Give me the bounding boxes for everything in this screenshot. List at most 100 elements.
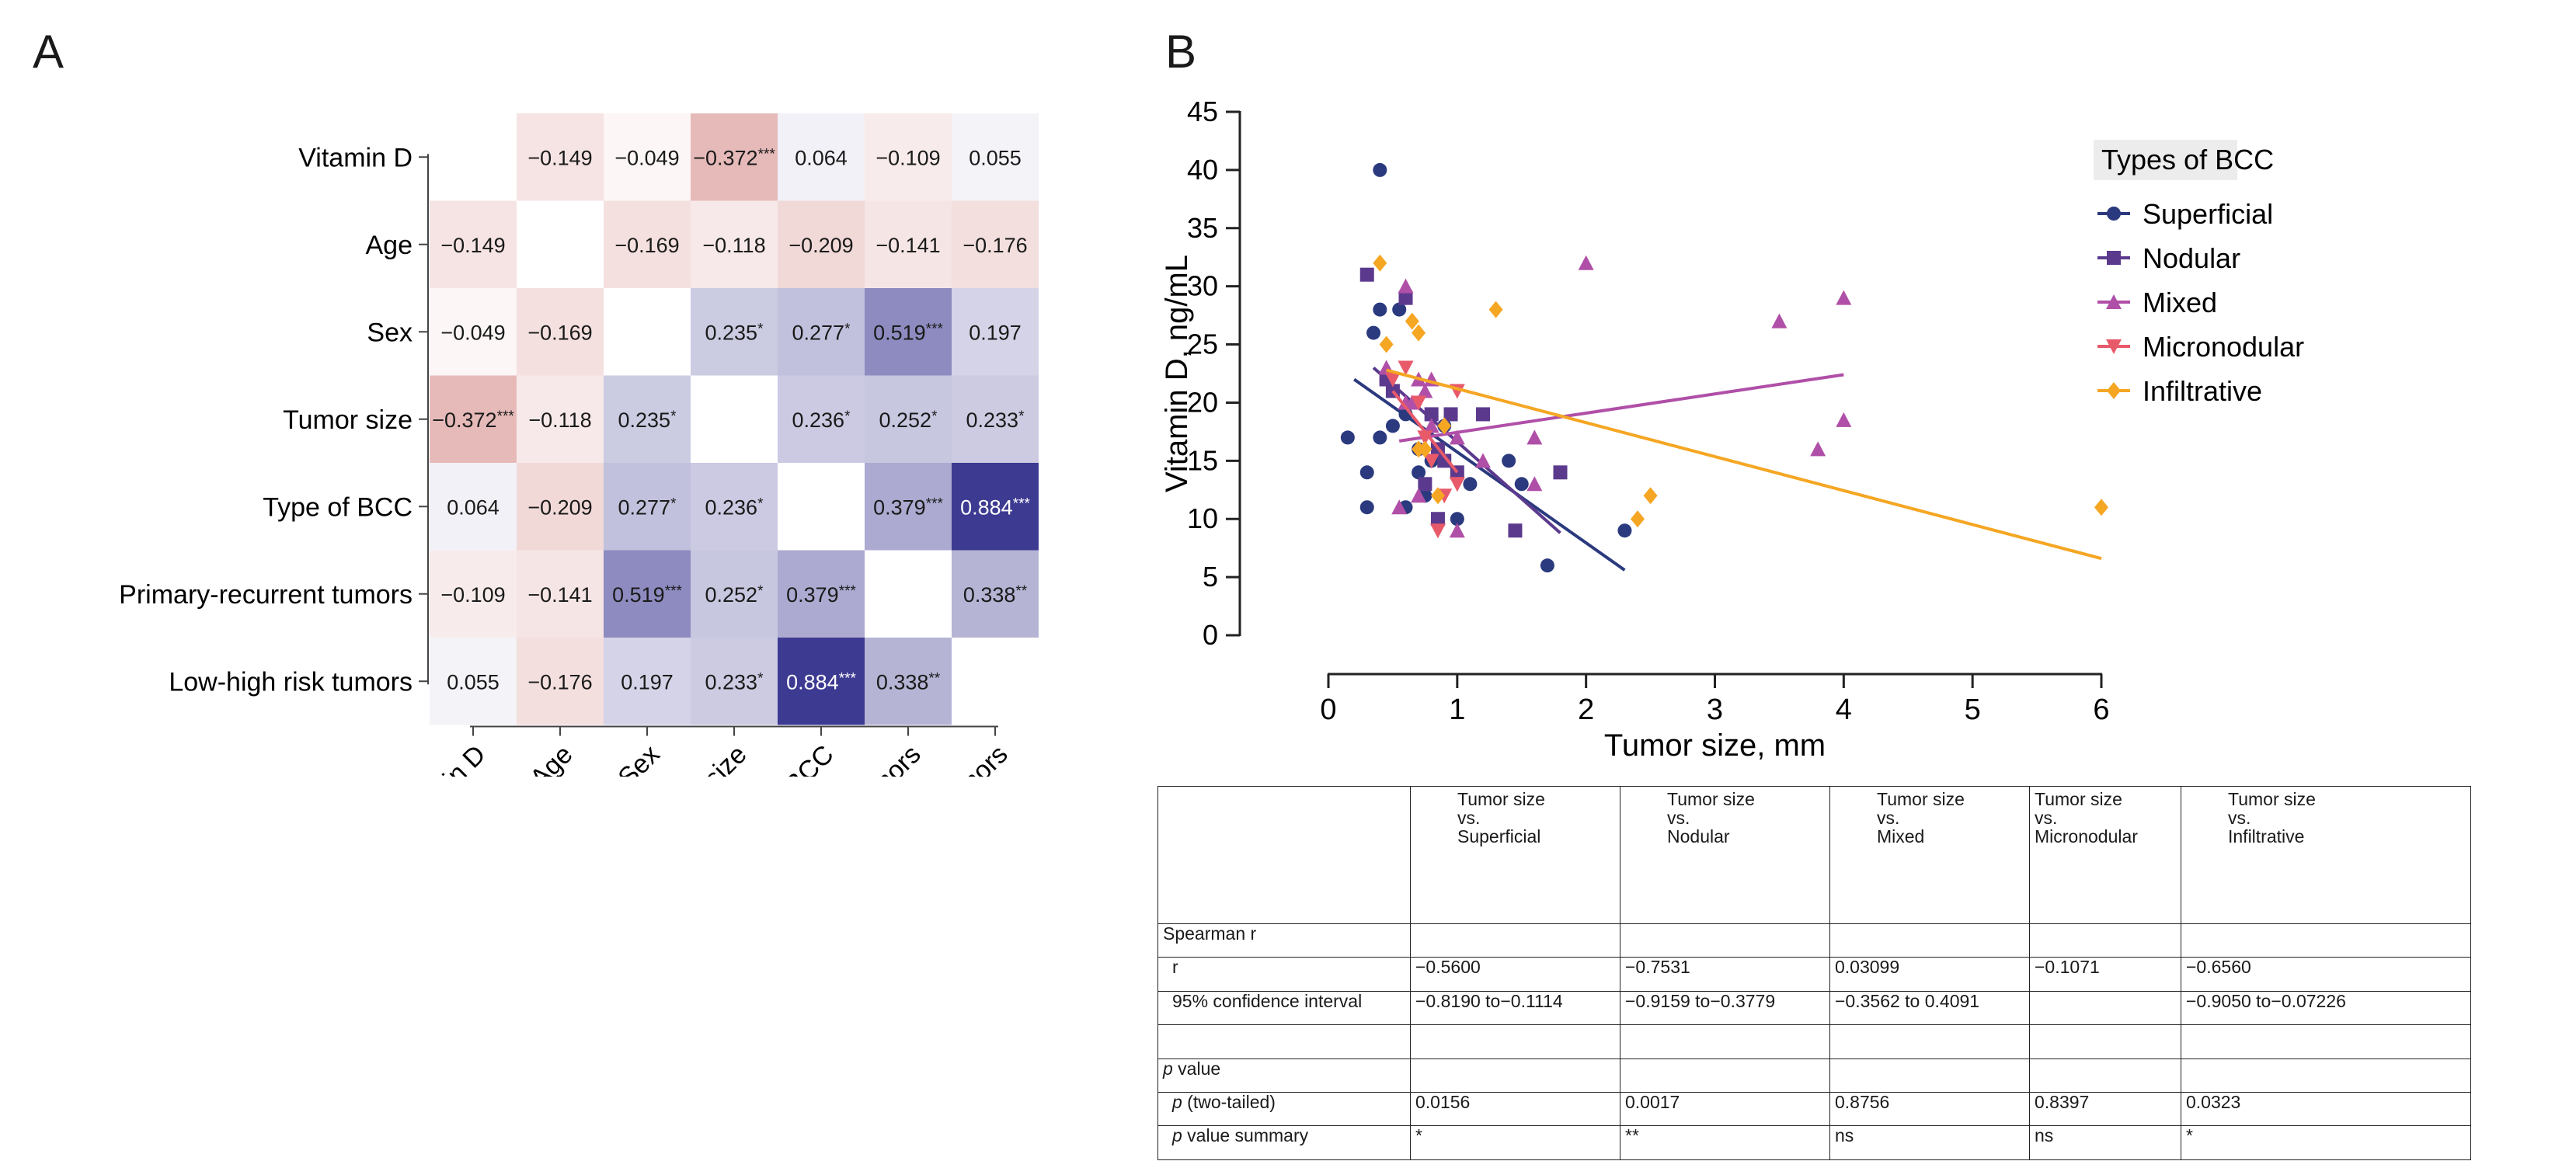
heatmap-cell — [952, 375, 1039, 463]
data-point — [1398, 278, 1414, 294]
heatmap-value-label: 0.197 — [621, 670, 674, 694]
heatmap-value-label: −0.149 — [527, 146, 592, 169]
data-point — [1476, 407, 1490, 422]
table-row-label: p (two-tailed) — [1157, 1092, 1411, 1127]
table-cell — [2181, 1058, 2471, 1093]
data-point — [1475, 453, 1491, 468]
data-point — [1417, 383, 1433, 398]
table-cell — [2029, 1024, 2181, 1059]
scatter-y-tick-label: 20 — [1187, 386, 1218, 418]
table-cell: * — [2181, 1125, 2471, 1160]
table-cell: 0.8756 — [1829, 1092, 2030, 1127]
table-cell — [1620, 1024, 1830, 1059]
data-point — [1810, 441, 1826, 457]
heatmap-value-label: 0.379*** — [873, 495, 943, 519]
data-point — [1412, 324, 1426, 342]
heatmap-cell — [430, 550, 517, 638]
scatter-y-axis-title: Vitamin D, ng/mL — [1160, 255, 1194, 492]
heatmap-row-label: Age — [366, 231, 413, 260]
heatmap-value-label: 0.235* — [705, 321, 764, 344]
heatmap-cell — [691, 288, 778, 376]
heatmap-value-label: 0.379*** — [786, 583, 856, 607]
heatmap-value-label: 0.064 — [795, 146, 848, 169]
table-cell: ns — [2029, 1125, 2181, 1160]
data-point — [1423, 418, 1439, 433]
heatmap-cell — [778, 550, 865, 638]
heatmap-value-label: −0.109 — [440, 583, 505, 607]
legend-marker — [2106, 339, 2122, 354]
scatter-x-tick-label: 3 — [1707, 694, 1723, 726]
heatmap-cell — [865, 638, 952, 725]
scatter-x-tick-label: 4 — [1836, 694, 1852, 726]
table-row-label — [1157, 1024, 1411, 1059]
table-cell: −0.9159 to−0.3779 — [1620, 990, 1830, 1026]
legend-label: Micronodular — [2143, 331, 2304, 363]
data-point — [1443, 407, 1458, 422]
legend-label: Mixed — [2143, 287, 2217, 318]
data-point — [1836, 290, 1852, 305]
heatmap-value-label: −0.169 — [614, 234, 679, 257]
heatmap-cell — [430, 638, 517, 725]
table-header-cell — [1157, 786, 1411, 924]
legend-item-superficial: Superficial — [2097, 198, 2273, 230]
legend-label: Nodular — [2143, 242, 2240, 274]
table-header-cell: Tumor size vs. Mixed — [1829, 786, 2030, 924]
scatter-x-tick-label: 5 — [1965, 694, 1981, 726]
heatmap-value-label: 0.233* — [705, 670, 764, 694]
data-point — [1398, 290, 1413, 305]
table-cell: * — [1410, 1125, 1620, 1160]
table-cell: −0.6560 — [2181, 957, 2471, 992]
correlation-heatmap: −0.149 −0.049 −0.372*** 0.064 −0.109 0.055 −0.… — [119, 113, 1039, 777]
table-row-label: p value — [1157, 1058, 1411, 1093]
data-point — [1502, 454, 1516, 468]
table-cell — [1829, 1058, 2030, 1093]
table-cell — [1829, 1024, 2030, 1059]
heatmap-cell — [952, 113, 1039, 201]
data-point — [1450, 512, 1464, 527]
table-cell: −0.7531 — [1620, 957, 1830, 992]
data-point — [1366, 325, 1381, 340]
heatmap-value-label: 0.055 — [447, 670, 500, 694]
legend-title: Types of BCC — [2101, 144, 2274, 176]
heatmap-value-label: −0.176 — [963, 234, 1027, 257]
panel-label-b: B — [1165, 26, 1197, 78]
scatter-legend: Types of BCC Superficial Nodular Mixed Micro… — [2094, 140, 2304, 407]
data-point — [1430, 487, 1445, 505]
heatmap-row-label: Type of BCC — [263, 492, 413, 522]
heatmap-cell — [604, 200, 691, 288]
heatmap-value-label: 0.884*** — [786, 670, 856, 694]
table-header-cell: Tumor size vs. Nodular — [1620, 786, 1830, 924]
legend-item-mixed: Mixed — [2097, 287, 2217, 318]
heatmap-value-label: −0.049 — [614, 146, 679, 169]
heatmap-value-label: 0.277* — [792, 321, 851, 344]
table-row: 95% confidence interval −0.8190 to−0.1114… — [1157, 990, 2471, 1026]
scatter-y-tick-label: 5 — [1203, 561, 1218, 593]
data-point — [1373, 430, 1387, 445]
table-row: p value summary * ** ns ns * — [1157, 1125, 2471, 1160]
table-cell: 0.8397 — [2029, 1092, 2181, 1127]
heatmap-value-label: 0.236* — [792, 408, 851, 432]
heatmap-value-label: −0.141 — [527, 583, 592, 607]
scatter-x-axis-title: Tumor size, mm — [1604, 728, 1826, 763]
heatmap-cell — [952, 200, 1039, 288]
data-point — [1449, 429, 1465, 445]
heatmap-cell — [865, 288, 952, 376]
table-cell: ns — [1829, 1125, 2030, 1160]
heatmap-value-label: −0.141 — [875, 234, 940, 257]
table-cell — [1410, 1024, 1620, 1059]
series-infiltrative — [1373, 254, 2108, 561]
heatmap-cell — [865, 113, 952, 201]
data-point — [1398, 360, 1414, 376]
series-nodular — [1359, 267, 1568, 538]
data-point — [1463, 477, 1478, 492]
table-cell: ** — [1620, 1125, 1830, 1160]
data-point — [1392, 302, 1407, 317]
heatmap-cell — [517, 113, 604, 201]
table-cell — [1410, 923, 1620, 958]
data-point — [1429, 523, 1446, 539]
data-point — [1411, 395, 1427, 411]
table-row: p (two-tailed) 0.0156 0.0017 0.8756 0.8397 0.… — [1157, 1092, 2471, 1127]
heatmap-cell — [604, 375, 691, 463]
table-row-label: p value summary — [1157, 1125, 1411, 1160]
heatmap-col-label: Age — [524, 739, 579, 777]
